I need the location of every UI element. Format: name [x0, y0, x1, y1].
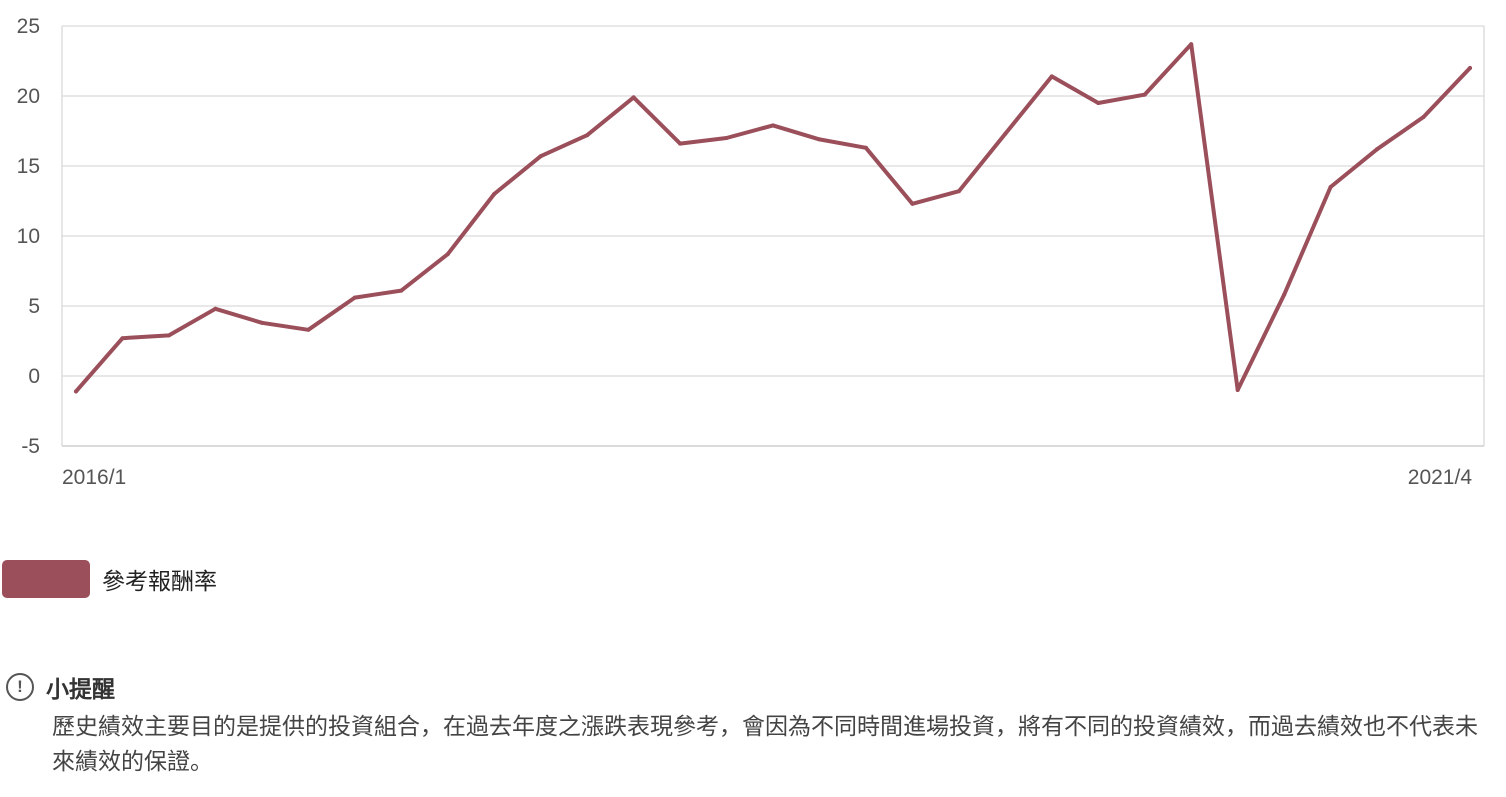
data-point: [1282, 292, 1287, 297]
data-point: [1096, 101, 1101, 105]
y-tick-label: 5: [28, 295, 40, 318]
data-point: [724, 136, 729, 140]
data-point: [74, 389, 78, 394]
line-chart: -5 0 5 10 15 20 25 2016/1 2021/4: [17, 15, 1485, 489]
data-point: [863, 145, 868, 150]
data-point: [1189, 42, 1194, 47]
data-point: [492, 192, 497, 196]
legend: 參考報酬率: [2, 560, 217, 598]
data-point: [1421, 115, 1426, 119]
data-point: [956, 189, 961, 194]
data-point: [817, 137, 822, 142]
y-tick-label: 0: [28, 365, 40, 388]
reminder-note: ! 小提醒 歷史績效主要目的是提供的投資組合，在過去年度之漲跌表現參考，會因為不…: [6, 670, 1496, 780]
y-tick-label: -5: [21, 435, 40, 458]
data-point: [352, 295, 357, 300]
x-tick-label-start: 2016/1: [62, 466, 126, 489]
x-tick-labels: 2016/1 2021/4: [62, 466, 1472, 489]
data-point: [538, 154, 543, 159]
data-point: [1142, 92, 1147, 97]
data-point: [771, 123, 775, 128]
data-point: [631, 95, 636, 100]
axes: [61, 26, 1485, 447]
reminder-header: ! 小提醒: [6, 670, 1496, 704]
data-point: [585, 133, 590, 138]
legend-swatch: [2, 560, 90, 598]
data-point: [1049, 74, 1054, 79]
y-tick-labels: -5 0 5 10 15 20 25: [17, 15, 40, 458]
y-tick-label: 10: [17, 225, 40, 248]
data-point: [1003, 131, 1008, 136]
data-point: [166, 333, 171, 338]
data-point: [306, 327, 311, 332]
data-point: [399, 288, 404, 293]
gridlines: [62, 25, 1484, 377]
data-point: [1235, 388, 1240, 392]
data-point: [445, 252, 450, 257]
data-point: [910, 201, 915, 206]
exclamation-circle-icon: !: [6, 673, 34, 701]
reminder-body: 歷史績效主要目的是提供的投資組合，在過去年度之漲跌表現參考，會因為不同時間進場投…: [52, 714, 1478, 775]
y-tick-label: 15: [17, 155, 40, 178]
data-point: [120, 336, 125, 341]
y-tick-label: 25: [17, 15, 40, 38]
data-point: [1375, 147, 1380, 152]
y-tick-label: 20: [17, 85, 40, 108]
data-point: [213, 306, 218, 311]
x-tick-label-end: 2021/4: [1408, 466, 1473, 489]
data-point: [1468, 66, 1472, 70]
data-point: [1328, 185, 1333, 189]
data-point: [678, 141, 683, 146]
reminder-title: 小提醒: [46, 677, 115, 703]
legend-label: 參考報酬率: [102, 569, 217, 595]
data-point: [259, 320, 264, 325]
series-layer: [74, 42, 1472, 394]
